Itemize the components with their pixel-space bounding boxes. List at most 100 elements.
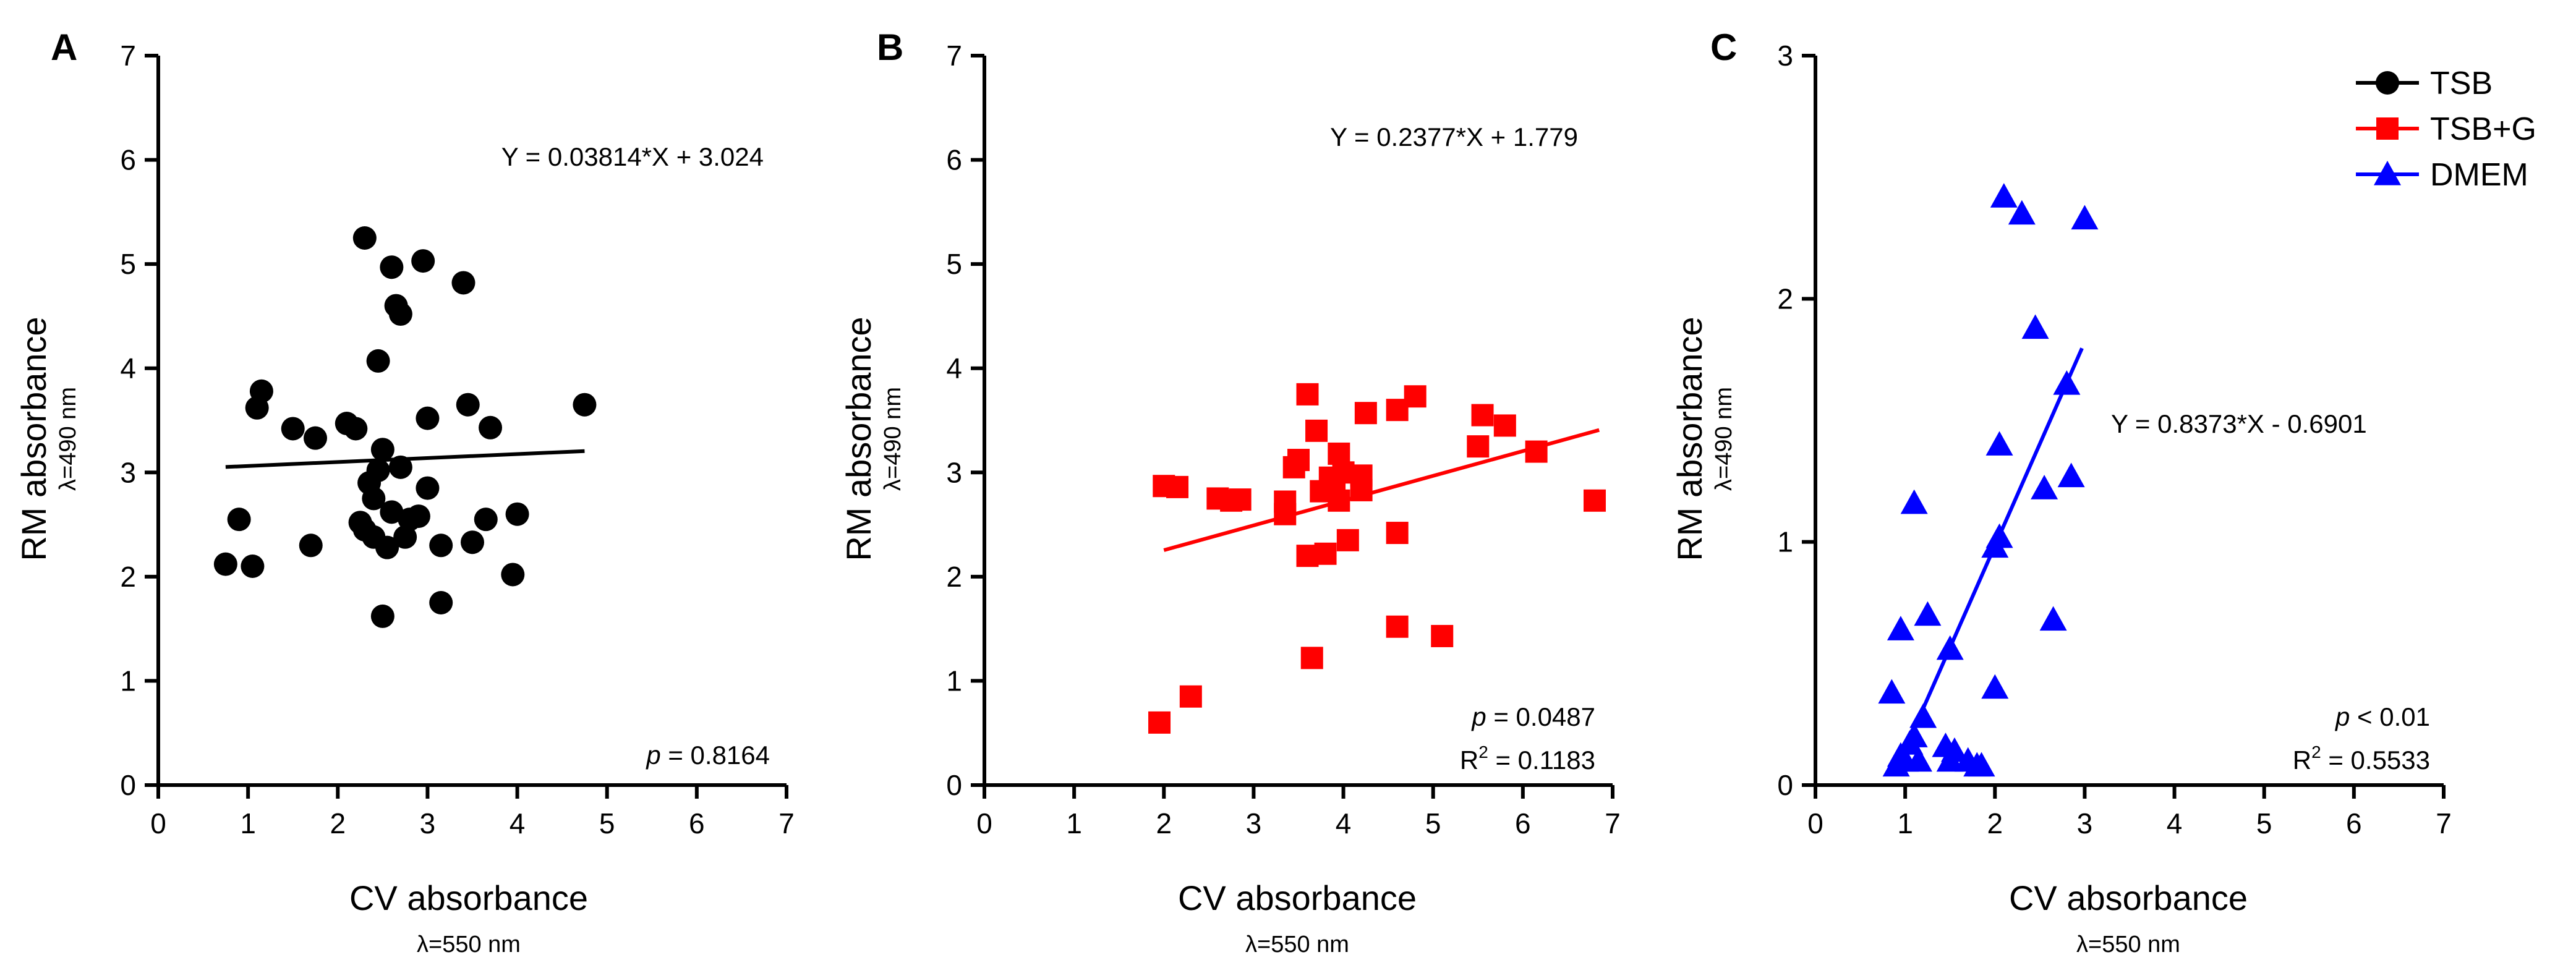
data-point — [2057, 462, 2085, 488]
data-point — [2071, 205, 2099, 230]
x-tick-label: 4 — [1336, 807, 1352, 839]
data-point — [1431, 624, 1454, 647]
data-point — [2031, 475, 2058, 499]
data-point — [1274, 503, 1297, 525]
legend-marker-shape — [2376, 71, 2399, 95]
data-point — [1300, 647, 1323, 669]
x-axis-title: CV absorbance — [2009, 878, 2248, 917]
r-squared: R2 = 0.1183 — [1460, 742, 1595, 775]
y-tick-label: 6 — [946, 144, 962, 176]
data-point — [1909, 703, 1937, 728]
data-point — [370, 604, 395, 628]
data-point — [451, 271, 476, 295]
data-point — [573, 393, 597, 417]
data-point — [380, 255, 404, 279]
r-symbol: R — [2293, 746, 2311, 775]
legend-marker-dmem — [2374, 161, 2401, 185]
y-tick-label: 3 — [120, 456, 136, 488]
y-tick-label: 2 — [1777, 283, 1793, 315]
y-tick-label: 0 — [120, 769, 136, 801]
r-squared-text: = 0.1183 — [1488, 746, 1595, 775]
data-point — [474, 508, 498, 532]
p-value-text: < 0.01 — [2350, 702, 2430, 731]
data-point — [406, 504, 430, 529]
legend-label-tsb-g: TSB+G — [2430, 111, 2536, 147]
axis-ticks: 0 1 2 3 4 5 6 7 0 1 2 3 4 5 6 7 — [120, 40, 794, 839]
data-points — [213, 226, 597, 628]
regression-equation: Y = 0.2377*X + 1.779 — [1330, 122, 1578, 151]
data-point — [1404, 385, 1427, 408]
data-point — [249, 379, 273, 403]
y-axis-title: RM absorbance — [14, 317, 53, 561]
legend-item-dmem: DMEM — [2356, 157, 2528, 193]
data-point — [456, 393, 480, 417]
x-tick-label: 1 — [1897, 807, 1913, 839]
data-point — [1148, 711, 1171, 734]
y-tick-label: 0 — [1777, 769, 1793, 801]
data-point — [227, 508, 251, 532]
legend-marker-shape — [2376, 117, 2399, 140]
data-point — [1990, 183, 2018, 208]
x-tick-label: 0 — [150, 807, 166, 839]
data-point — [416, 406, 440, 430]
x-tick-label: 3 — [1246, 807, 1262, 839]
x-tick-label: 1 — [240, 807, 256, 839]
data-point — [304, 426, 327, 450]
data-point — [2008, 200, 2036, 225]
data-point — [1336, 529, 1359, 551]
regression-equation: Y = 0.8373*X - 0.6901 — [2111, 409, 2367, 438]
axis-ticks: 0 1 2 3 4 5 6 7 0 1 2 3 4 5 6 7 — [946, 40, 1620, 839]
data-point — [1305, 419, 1328, 442]
r-symbol: R — [1460, 746, 1478, 775]
data-point — [1328, 489, 1350, 512]
data-point — [1287, 449, 1310, 472]
data-point — [213, 552, 237, 576]
legend-label-tsb: TSB — [2430, 66, 2493, 101]
x-axis-subtitle: λ=550 nm — [417, 932, 521, 958]
x-tick-label: 4 — [510, 807, 526, 839]
data-point — [352, 226, 377, 250]
data-point — [299, 533, 323, 558]
data-point — [1981, 674, 2009, 699]
y-tick-label: 5 — [946, 248, 962, 280]
y-tick-label: 1 — [946, 665, 962, 697]
data-point — [393, 525, 417, 549]
r-squared-text: = 0.5533 — [2321, 746, 2430, 775]
x-axis-subtitle: λ=550 nm — [1245, 932, 1349, 958]
data-point — [1493, 414, 1516, 437]
y-tick-label: 4 — [946, 352, 962, 385]
data-point — [1900, 489, 1928, 514]
p-value-text: = 0.8164 — [661, 741, 770, 770]
legend-marker-shape — [2374, 161, 2401, 185]
y-tick-label: 3 — [1777, 40, 1793, 72]
legend-item-tsb-g: TSB+G — [2356, 111, 2536, 147]
y-tick-label: 0 — [946, 769, 962, 801]
data-point — [1229, 488, 1252, 511]
x-tick-label: 0 — [1807, 807, 1823, 839]
x-tick-label: 6 — [2346, 807, 2362, 839]
legend-item-tsb: TSB — [2356, 66, 2493, 101]
x-tick-label: 2 — [1987, 807, 2003, 839]
r-superscript: 2 — [1478, 742, 1488, 762]
data-point — [1166, 475, 1189, 498]
data-point — [411, 249, 435, 273]
data-point — [366, 349, 390, 373]
data-point — [1354, 402, 1377, 425]
r-squared: R2 = 0.5533 — [2293, 742, 2430, 775]
panel-label-c: C — [1710, 27, 1737, 68]
x-tick-label: 0 — [976, 807, 992, 839]
y-tick-label: 1 — [1777, 526, 1793, 558]
data-point — [2039, 606, 2067, 631]
x-tick-label: 6 — [1515, 807, 1531, 839]
y-axis-subtitle: λ=490 nm — [55, 387, 81, 491]
data-point — [1583, 489, 1606, 512]
y-tick-label: 5 — [120, 248, 136, 280]
p-value: p < 0.01 — [2334, 702, 2430, 731]
data-point — [1350, 464, 1373, 487]
data-point — [380, 500, 404, 524]
x-tick-label: 2 — [1156, 807, 1172, 839]
data-point — [388, 455, 412, 479]
panel-label-a: A — [51, 27, 77, 68]
data-point — [1878, 679, 1906, 704]
